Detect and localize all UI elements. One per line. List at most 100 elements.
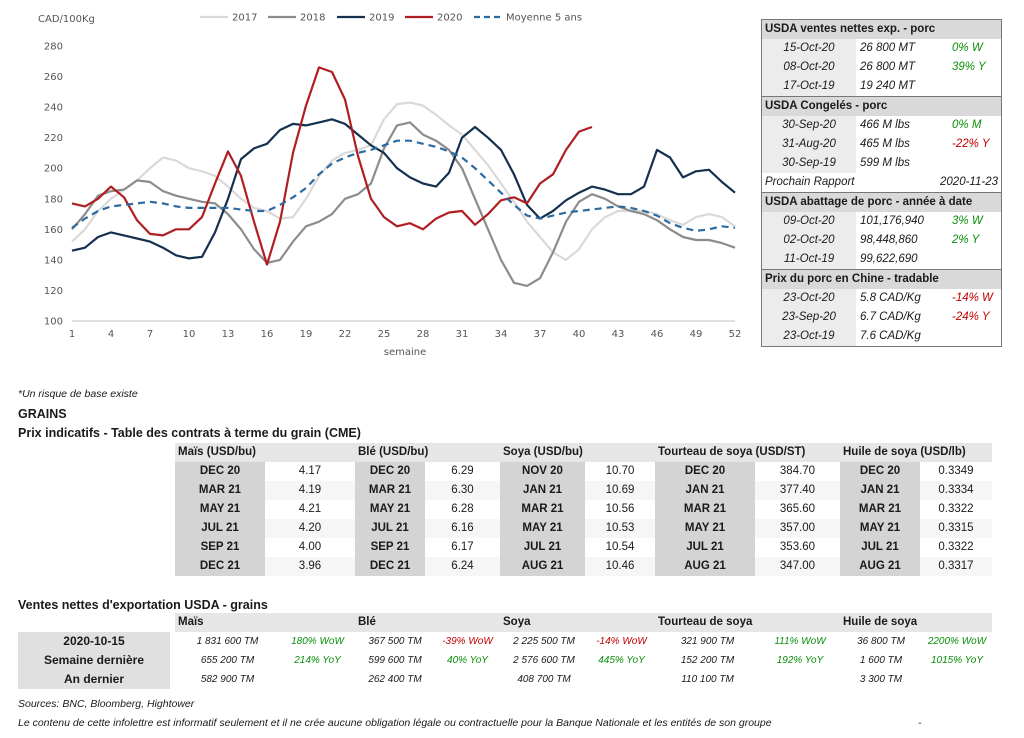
x-tick-label: 25 xyxy=(378,329,391,340)
contract-month: DEC 20 xyxy=(175,462,265,481)
contract-month: JUL 21 xyxy=(840,538,920,557)
y-axis-label: CAD/100Kg xyxy=(38,14,95,25)
contract-month: JUL 21 xyxy=(175,519,265,538)
futures-column-header: Huile de soya (USD/lb) xyxy=(840,443,992,462)
futures-row: MAY 21 6.28 xyxy=(355,500,500,519)
usda-value: 465 M lbs xyxy=(860,138,910,150)
series-line-2017 xyxy=(71,101,736,261)
futures-column-header: Maïs (USD/bu) xyxy=(175,443,355,462)
contract-price: 10.69 xyxy=(585,481,655,500)
export-change xyxy=(435,670,500,689)
futures-row: JUL 21 4.20 xyxy=(175,519,355,538)
futures-column: Tourteau de soya (USD/ST) DEC 20 384.70 JAN… xyxy=(655,443,840,576)
y-tick-label: 100 xyxy=(44,317,63,328)
export-change xyxy=(280,670,355,689)
contract-price: 357.00 xyxy=(755,519,840,538)
export-volume: 36 800 TM xyxy=(857,636,905,647)
contract-month: AUG 21 xyxy=(500,557,585,576)
futures-column: Huile de soya (USD/lb) DEC 20 0.3349 JAN 21… xyxy=(840,443,992,576)
usda-value: 599 M lbs xyxy=(860,157,910,169)
export-change xyxy=(922,670,992,689)
export-row-label: 2020-10-15 xyxy=(63,634,125,648)
grains-title: GRAINS xyxy=(18,407,67,421)
contract-price: 10.54 xyxy=(585,538,655,557)
y-tick-label: 220 xyxy=(44,133,63,144)
usda-date: 30-Sep-19 xyxy=(762,154,856,173)
export-row: 36 800 TM 2200% WoW xyxy=(840,632,992,651)
futures-row: MAY 21 10.53 xyxy=(500,519,655,538)
futures-row: JUL 21 0.3322 xyxy=(840,538,992,557)
contract-price: 347.00 xyxy=(755,557,840,576)
contract-price: 384.70 xyxy=(755,462,840,481)
series-line-2018 xyxy=(71,121,736,287)
contract-month: MAY 21 xyxy=(355,500,425,519)
contract-price: 0.3349 xyxy=(920,462,992,481)
y-tick-label: 120 xyxy=(44,286,63,297)
contract-price: 0.3334 xyxy=(920,481,992,500)
contract-price: 6.30 xyxy=(425,481,500,500)
x-tick-label: 4 xyxy=(108,329,114,340)
usda-date: 23-Oct-19 xyxy=(762,327,856,346)
contract-price: 0.3317 xyxy=(920,557,992,576)
series-line-2020 xyxy=(71,66,593,266)
usda-change: 0% W xyxy=(952,42,983,54)
x-tick-label: 31 xyxy=(456,329,469,340)
contract-price: 10.56 xyxy=(585,500,655,519)
export-sales-table: 2020-10-15 Semaine dernière An dernier Maïs… xyxy=(0,613,1000,691)
contract-price: 377.40 xyxy=(755,481,840,500)
export-row: 2 576 600 TM 445% YoY xyxy=(500,651,655,670)
export-change: 180% WoW xyxy=(291,636,344,647)
contract-month: MAR 21 xyxy=(500,500,585,519)
futures-column: Maïs (USD/bu) DEC 20 4.17 MAR 21 4.19 MAY 21 4… xyxy=(175,443,355,576)
futures-table: Maïs (USD/bu) DEC 20 4.17 MAR 21 4.19 MAY 21 4… xyxy=(0,443,1000,578)
x-tick-label: 34 xyxy=(495,329,508,340)
usda-row: 30-Sep-19 599 M lbs xyxy=(762,154,1001,173)
futures-column: Soya (USD/bu) NOV 20 10.70 JAN 21 10.69 MAR 2… xyxy=(500,443,655,576)
contract-month: DEC 21 xyxy=(355,557,425,576)
chart-legend: 2017 2018 2019 2020 Moyenne 5 ans xyxy=(200,13,582,24)
usda-value: 101,176,940 xyxy=(860,215,924,227)
contract-month: MAR 21 xyxy=(840,500,920,519)
export-volume: 599 600 TM xyxy=(368,655,422,666)
export-column: Maïs 1 831 600 TM 180% WoW 655 200 TM 214% Y… xyxy=(175,613,355,689)
x-tick-label: 19 xyxy=(300,329,313,340)
x-tick-label: 43 xyxy=(612,329,625,340)
usda-value: 466 M lbs xyxy=(860,119,910,131)
disclaimer: Le contenu de cette infolettre est infor… xyxy=(18,717,772,729)
usda-change xyxy=(948,77,1001,96)
x-axis-label: semaine xyxy=(384,347,427,358)
futures-row: MAY 21 357.00 xyxy=(655,519,840,538)
futures-row: SEP 21 6.17 xyxy=(355,538,500,557)
sources-note: Sources: BNC, Bloomberg, Hightower xyxy=(18,698,195,710)
contract-month: MAY 21 xyxy=(655,519,755,538)
contract-price: 6.16 xyxy=(425,519,500,538)
usda-row: 09-Oct-20 101,176,940 3% W xyxy=(762,212,1001,231)
export-row: 262 400 TM xyxy=(355,670,500,689)
export-row: 408 700 TM xyxy=(500,670,655,689)
export-change: -39% WoW xyxy=(442,636,493,647)
contract-price: 4.19 xyxy=(265,481,355,500)
usda-row: 23-Oct-20 5.8 CAD/Kg -14% W xyxy=(762,289,1001,308)
futures-row: DEC 21 3.96 xyxy=(175,557,355,576)
usda-date: 02-Oct-20 xyxy=(762,231,856,250)
export-volume: 321 900 TM xyxy=(680,636,735,647)
export-row-label: Semaine dernière xyxy=(43,653,145,667)
export-change xyxy=(588,670,655,689)
contract-month: MAY 21 xyxy=(500,519,585,538)
contract-month: DEC 21 xyxy=(175,557,265,576)
x-tick-label: 49 xyxy=(690,329,703,340)
usda-row: 02-Oct-20 98,448,860 2% Y xyxy=(762,231,1001,250)
contract-month: AUG 21 xyxy=(840,557,920,576)
contract-price: 6.17 xyxy=(425,538,500,557)
usda-row: 17-Oct-19 19 240 MT xyxy=(762,77,1001,96)
x-tick-label: 1 xyxy=(69,329,75,340)
export-column: Blé 367 500 TM -39% WoW 599 600 TM 40% YoY 26… xyxy=(355,613,500,689)
contract-month: MAR 21 xyxy=(355,481,425,500)
usda-row: 30-Sep-20 466 M lbs 0% M xyxy=(762,116,1001,135)
legend-label: 2019 xyxy=(369,13,394,24)
contract-price: 10.53 xyxy=(585,519,655,538)
usda-section-title: Prix du porc en Chine - tradable xyxy=(762,269,1001,289)
futures-row: AUG 21 10.46 xyxy=(500,557,655,576)
export-change: 40% YoY xyxy=(447,655,488,666)
export-row: 321 900 TM 111% WoW xyxy=(655,632,840,651)
